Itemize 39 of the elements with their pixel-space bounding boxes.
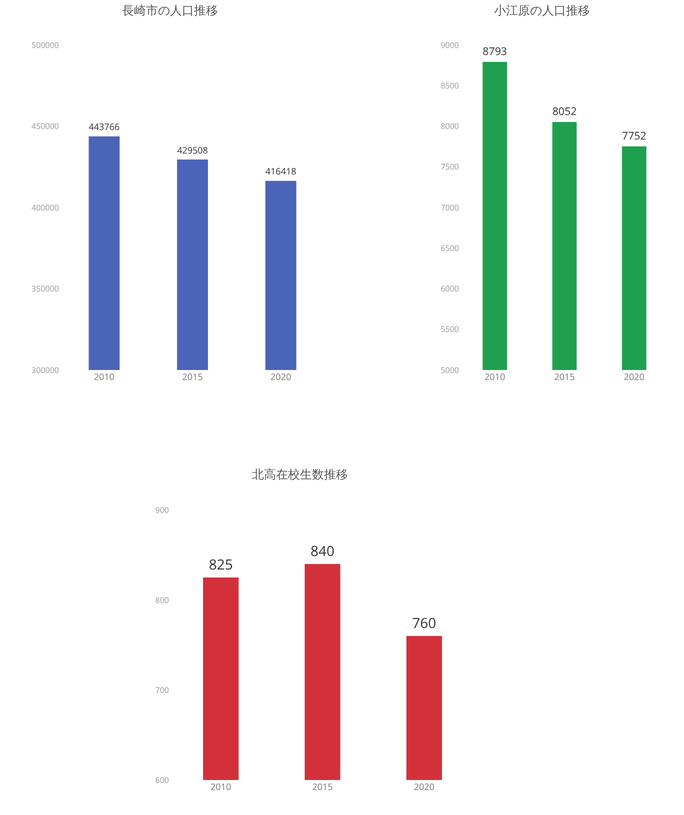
y-tick-label: 700: [155, 684, 170, 696]
y-tick-label: 800: [155, 594, 170, 606]
data-label: 840: [310, 542, 335, 561]
x-tick-label: 2015: [312, 780, 333, 793]
y-tick-label: 6000: [440, 284, 460, 295]
y-tick-label: 5500: [440, 324, 460, 336]
y-tick-label: 300000: [32, 364, 60, 376]
y-tick-label: 8000: [440, 121, 460, 132]
y-tick-label: 6500: [440, 242, 460, 254]
y-tick-label: 600: [155, 774, 170, 786]
chart-title: 北高在校生数推移: [252, 466, 348, 483]
x-tick-label: 2020: [624, 370, 644, 383]
y-tick-label: 7500: [440, 162, 460, 173]
x-tick-label: 2020: [270, 370, 292, 383]
data-label: 8052: [552, 105, 577, 120]
x-tick-label: 2010: [94, 370, 114, 383]
data-label: 429508: [177, 143, 208, 156]
data-label: 825: [208, 556, 233, 574]
x-tick-label: 2020: [414, 780, 434, 793]
data-label: 8793: [482, 45, 508, 60]
y-tick-label: 7000: [440, 202, 460, 214]
y-tick-label: 400000: [32, 202, 60, 214]
y-tick-label: 5000: [440, 364, 460, 376]
chart-title: 小江原の人口推移: [494, 1, 590, 18]
data-label: 416418: [265, 164, 296, 178]
chart-title: 長崎市の人口推移: [122, 1, 218, 18]
y-tick-label: 9000: [440, 40, 460, 51]
data-label: 7752: [622, 130, 646, 144]
y-tick-label: 8500: [440, 80, 460, 92]
x-tick-label: 2010: [210, 780, 232, 793]
x-tick-label: 2015: [554, 370, 575, 383]
y-tick-label: 500000: [32, 40, 60, 51]
y-tick-label: 350000: [32, 284, 60, 295]
data-label: 760: [412, 614, 436, 633]
y-tick-label: 450000: [32, 121, 60, 132]
data-label: 443766: [88, 120, 120, 134]
y-tick-label: 900: [155, 504, 170, 516]
x-tick-label: 2010: [484, 370, 506, 383]
x-tick-label: 2015: [182, 370, 203, 383]
